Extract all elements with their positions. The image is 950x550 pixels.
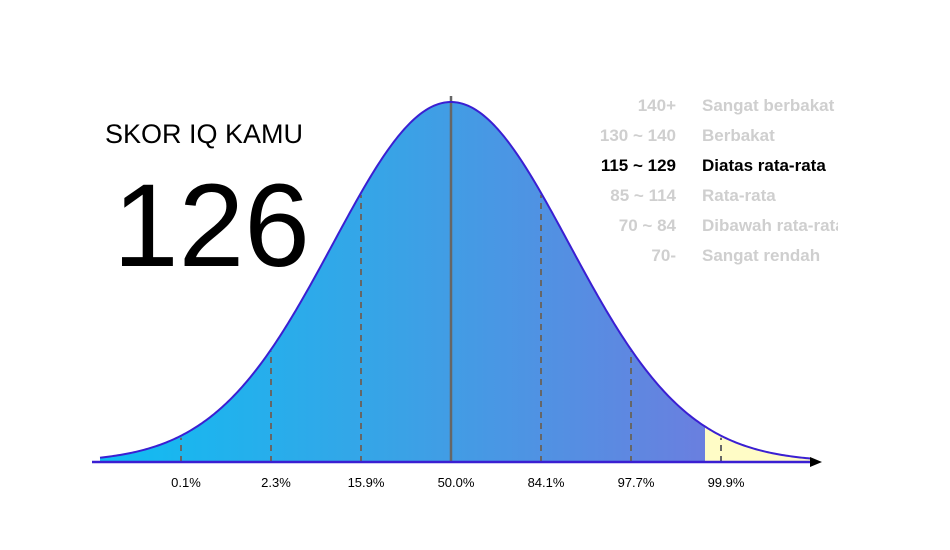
range-label: Rata-rata	[702, 186, 776, 205]
range-value: 130 ~ 140	[600, 126, 676, 145]
score-title: SKOR IQ KAMU	[105, 119, 303, 149]
percentile-label: 2.3%	[261, 475, 291, 490]
percentile-label: 0.1%	[171, 475, 201, 490]
range-label: Sangat rendah	[702, 246, 820, 265]
curve-line	[99, 101, 811, 460]
tail-fill	[705, 426, 810, 462]
range-label: Dibawah rata-rata	[702, 216, 845, 235]
range-label: Berbakat	[702, 126, 775, 145]
percentile-label: 50.0%	[438, 475, 475, 490]
score-value: 126	[113, 160, 310, 292]
range-value: 115 ~ 129	[601, 156, 676, 175]
curve-fill	[100, 102, 705, 462]
percentile-label: 84.1%	[528, 475, 565, 490]
range-value: 140+	[638, 96, 676, 115]
bell-curve	[92, 96, 822, 467]
range-value: 85 ~ 114	[610, 186, 676, 205]
percentile-label: 99.9%	[708, 475, 745, 490]
range-label: Diatas rata-rata	[702, 156, 826, 175]
range-value: 70-	[651, 246, 676, 265]
percentile-labels: 0.1% 2.3% 15.9% 50.0% 84.1% 97.7% 99.9%	[171, 475, 745, 490]
range-label: Sangat berbakat	[702, 96, 835, 115]
range-value: 70 ~ 84	[619, 216, 677, 235]
range-list: 140+ Sangat berbakat 130 ~ 140 Berbakat 115 …	[600, 96, 845, 265]
percentile-label: 15.9%	[348, 475, 385, 490]
percentile-label: 97.7%	[618, 475, 655, 490]
axis-arrow	[810, 457, 822, 467]
